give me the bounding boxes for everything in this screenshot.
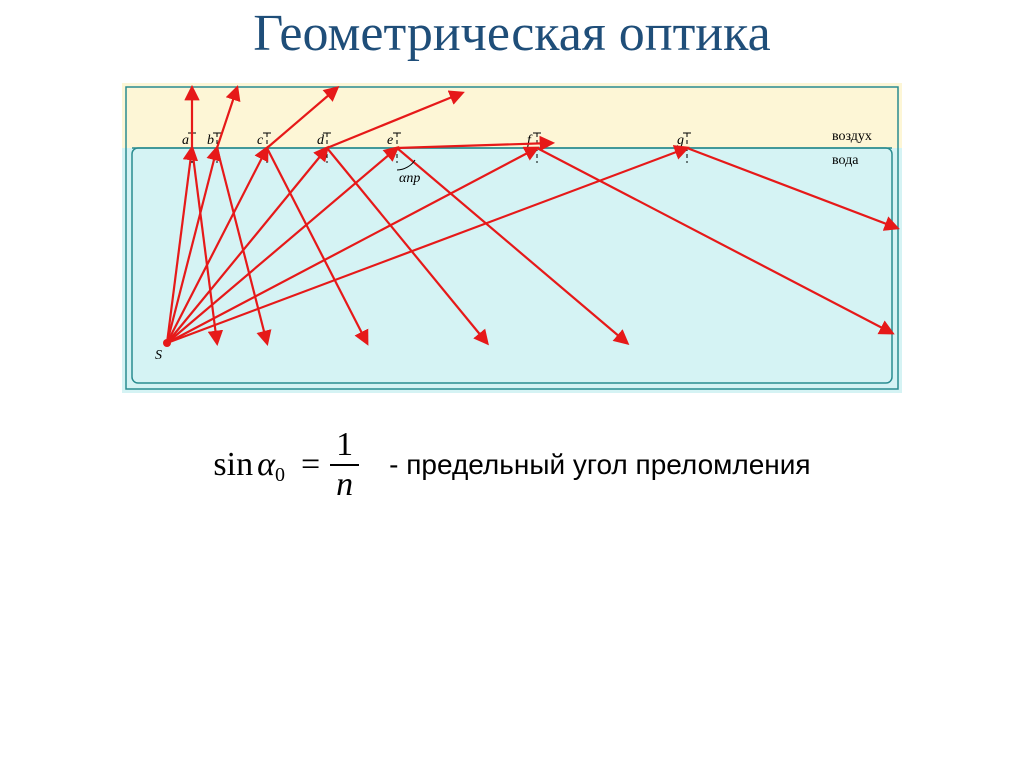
svg-text:воздух: воздух (832, 129, 872, 144)
formula-sub: 0 (275, 464, 285, 487)
page-title: Геометрическая оптика (0, 0, 1024, 63)
svg-text:a: a (182, 133, 189, 148)
svg-text:S: S (155, 348, 162, 363)
formula-fraction: 1 n (330, 428, 359, 502)
svg-text:c: c (257, 133, 264, 148)
formula-caption: - предельный угол преломления (389, 449, 810, 481)
formula-sin: sin (213, 446, 253, 484)
svg-text:αпр: αпр (399, 171, 420, 186)
svg-text:b: b (207, 133, 214, 148)
formula-row: sin α 0 = 1 n - предельный угол преломле… (0, 428, 1024, 502)
svg-text:вода: вода (832, 153, 859, 168)
formula-num: 1 (330, 428, 359, 466)
critical-angle-formula: sin α 0 = 1 n (213, 428, 359, 502)
equals-sign: = (301, 446, 320, 484)
formula-var: α (257, 446, 275, 484)
optics-diagram: abcdefgαпрSвоздухвода (122, 83, 902, 398)
svg-text:g: g (677, 133, 684, 148)
svg-text:e: e (387, 133, 393, 148)
formula-den: n (336, 466, 353, 502)
svg-text:d: d (317, 133, 325, 148)
